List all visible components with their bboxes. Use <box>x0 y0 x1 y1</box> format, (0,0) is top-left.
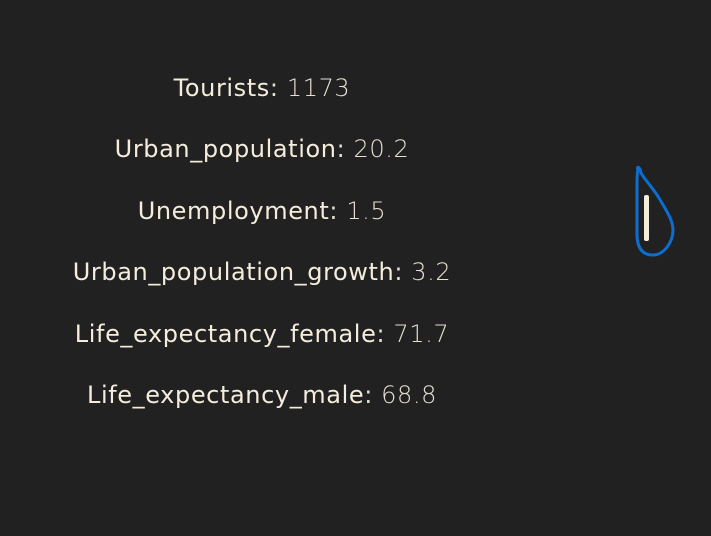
stat-separator: : <box>364 381 382 409</box>
stat-key: Urban_population <box>114 135 337 163</box>
stat-row-life-expectancy-male: Life_expectancy_male: 68.8 <box>0 380 524 410</box>
stat-separator: : <box>394 258 412 286</box>
stat-separator: : <box>269 74 287 102</box>
stat-row-urban-population-growth: Urban_population_growth: 3.2 <box>0 257 524 287</box>
stat-value: 20.2 <box>353 135 410 163</box>
stat-key: Life_expectancy_female <box>74 320 377 348</box>
stat-row-life-expectancy-female: Life_expectancy_female: 71.7 <box>0 319 524 349</box>
stat-separator: : <box>376 320 394 348</box>
handle-grip <box>644 195 649 241</box>
drop-handle-shape <box>635 165 675 257</box>
stat-list: Tourists: 1173 Urban_population: 20.2 Un… <box>0 73 524 410</box>
stat-separator: : <box>336 135 354 163</box>
stat-separator: : <box>329 197 347 225</box>
stat-value: 1.5 <box>346 197 387 225</box>
stat-value: 71.7 <box>393 320 450 348</box>
stat-key: Urban_population_growth <box>72 258 395 286</box>
stat-row-unemployment: Unemployment: 1.5 <box>0 196 524 226</box>
stat-key: Tourists <box>173 74 270 102</box>
stat-value: 1173 <box>286 74 351 102</box>
drop-handle-icon[interactable] <box>631 164 677 260</box>
stat-row-tourists: Tourists: 1173 <box>0 73 524 103</box>
stat-key: Life_expectancy_male <box>86 381 365 409</box>
stat-row-urban-population: Urban_population: 20.2 <box>0 134 524 164</box>
stat-value: 3.2 <box>411 258 452 286</box>
handle-outline <box>635 165 675 257</box>
stat-value: 68.8 <box>381 381 437 409</box>
stat-key: Unemployment <box>137 197 330 225</box>
